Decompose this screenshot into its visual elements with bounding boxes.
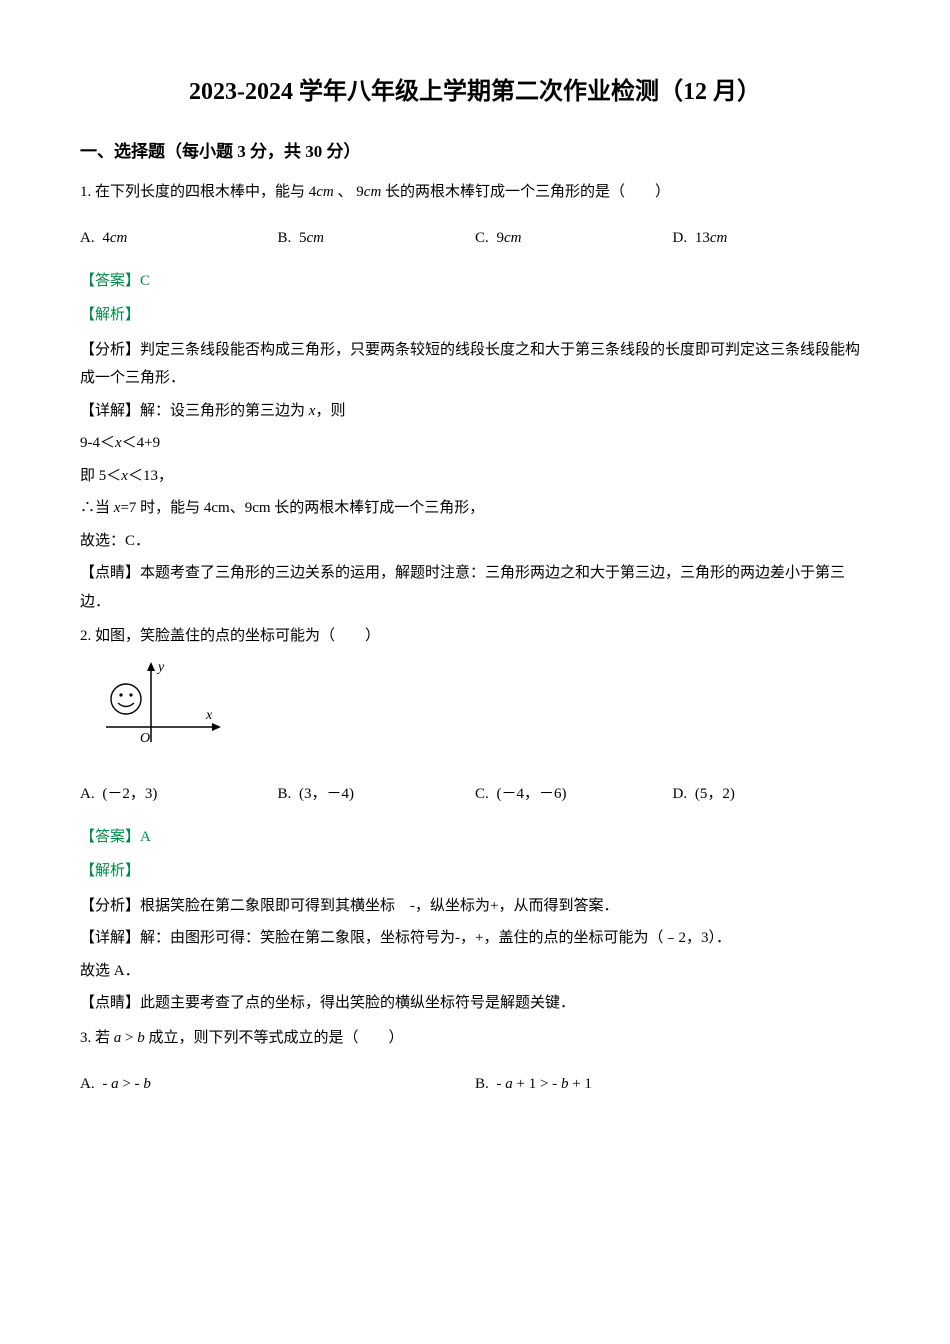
q3-opt-b-val: - a + 1 > - b + 1	[497, 1076, 592, 1092]
q1-xiangjie-2: 9-4＜x＜4+9	[80, 429, 870, 458]
q3-options: A. - a > - b B. - a + 1 > - b + 1	[80, 1070, 870, 1099]
opt-label-b: B.	[278, 230, 292, 246]
q1-answer-val: C	[140, 273, 150, 289]
q1-opt-a-val: 4cm	[102, 230, 127, 246]
q1-stem-prefix: 1. 在下列长度的四根木棒中，能与	[80, 184, 305, 200]
opt-label-a: A.	[80, 230, 95, 246]
q3-opt-b: B. - a + 1 > - b + 1	[475, 1070, 870, 1099]
q1-xiangjie-5: 故选：C．	[80, 527, 870, 556]
origin-label: O	[140, 731, 150, 746]
opt-label-c: C.	[475, 230, 489, 246]
q1-xiangjie-3: 即 5＜x＜13，	[80, 462, 870, 491]
q2-opt-a-val: (－2，3)	[102, 786, 157, 802]
coordinate-icon: y x O	[96, 657, 226, 752]
x-axis-label: x	[205, 708, 213, 723]
q2-opt-d-val: (5，2)	[695, 786, 735, 802]
q3-stem-prefix: 3. 若	[80, 1030, 110, 1046]
opt-label-a: A.	[80, 786, 95, 802]
q1-stem-suffix: 长的两根木棒钉成一个三角形的是（ ）	[385, 184, 670, 200]
q1-opt-d: D. 13cm	[673, 224, 871, 253]
q1-opt-b: B. 5cm	[278, 224, 476, 253]
q1-mid: 、	[338, 184, 353, 200]
q2-answer-val: A	[140, 829, 151, 845]
q2-stem: 2. 如图，笑脸盖住的点的坐标可能为（ ）	[80, 622, 870, 651]
q2-options: A. (－2，3) B. (3，－4) C. (－4，－6) D. (5，2)	[80, 780, 870, 809]
opt-label-d: D.	[673, 230, 688, 246]
q2-opt-b-val: (3，－4)	[299, 786, 354, 802]
q3-stem-suffix: 成立，则下列不等式成立的是（ ）	[148, 1030, 403, 1046]
q2-xiangjie-1: 【详解】解：由图形可得：笑脸在第二象限，坐标符号为-，+，盖住的点的坐标可能为（…	[80, 924, 870, 953]
q2-dianjing: 【点睛】此题主要考查了点的坐标，得出笑脸的横纵坐标符号是解题关键．	[80, 989, 870, 1018]
q1-stem: 1. 在下列长度的四根木棒中，能与 4cm 、 9cm 长的两根木棒钉成一个三角…	[80, 178, 870, 207]
q2-opt-a: A. (－2，3)	[80, 780, 278, 809]
q1-len2: 9cm	[356, 184, 381, 200]
q2-xiangjie-2: 故选 A．	[80, 957, 870, 986]
opt-label-b: B.	[278, 786, 292, 802]
q2-jiexi-label: 【解析】	[80, 857, 870, 886]
q2-opt-c-val: (－4，－6)	[497, 786, 567, 802]
q1-dianjing: 【点睛】本题考查了三角形的三边关系的运用，解题时注意：三角形两边之和大于第三边，…	[80, 559, 870, 616]
q2-answer: 【答案】A	[80, 823, 870, 852]
section-heading: 一、选择题（每小题 3 分，共 30 分）	[80, 136, 870, 168]
page-title: 2023-2024 学年八年级上学期第二次作业检测（12 月）	[80, 70, 870, 116]
q3-stem: 3. 若 a > b 成立，则下列不等式成立的是（ ）	[80, 1024, 870, 1053]
q1-fenxi: 【分析】判定三条线段能否构成三角形，只要两条较短的线段长度之和大于第三条线段的长…	[80, 336, 870, 393]
q1-opt-c-val: 9cm	[497, 230, 522, 246]
q3-cond: a > b	[114, 1030, 145, 1046]
q1-opt-c: C. 9cm	[475, 224, 673, 253]
q1-len1: 4cm	[309, 184, 334, 200]
answer-label: 【答案】	[80, 829, 140, 845]
opt-label-d: D.	[673, 786, 688, 802]
q2-fenxi: 【分析】根据笑脸在第二象限即可得到其横坐标 -，纵坐标为+，从而得到答案．	[80, 892, 870, 921]
q1-answer: 【答案】C	[80, 267, 870, 296]
answer-label: 【答案】	[80, 273, 140, 289]
q2-opt-d: D. (5，2)	[673, 780, 871, 809]
q1-xiangjie-4: ∴当 x=7 时，能与 4cm、9cm 长的两根木棒钉成一个三角形，	[80, 494, 870, 523]
q1-xiangjie-1: 【详解】解：设三角形的第三边为 x，则	[80, 397, 870, 426]
q1-options: A. 4cm B. 5cm C. 9cm D. 13cm	[80, 224, 870, 253]
q3-opt-a-val: - a > - b	[102, 1076, 150, 1092]
smiley-face-icon	[111, 684, 141, 714]
y-axis-label: y	[156, 660, 165, 675]
q2-opt-b: B. (3，－4)	[278, 780, 476, 809]
q2-opt-c: C. (－4，－6)	[475, 780, 673, 809]
opt-label-a: A.	[80, 1076, 95, 1092]
opt-label-b: B.	[475, 1076, 489, 1092]
q3-opt-a: A. - a > - b	[80, 1070, 475, 1099]
q1-opt-b-val: 5cm	[299, 230, 324, 246]
q1-jiexi-label: 【解析】	[80, 301, 870, 330]
opt-label-c: C.	[475, 786, 489, 802]
q2-diagram: y x O	[96, 657, 870, 763]
q1-opt-d-val: 13cm	[695, 230, 728, 246]
q1-opt-a: A. 4cm	[80, 224, 278, 253]
